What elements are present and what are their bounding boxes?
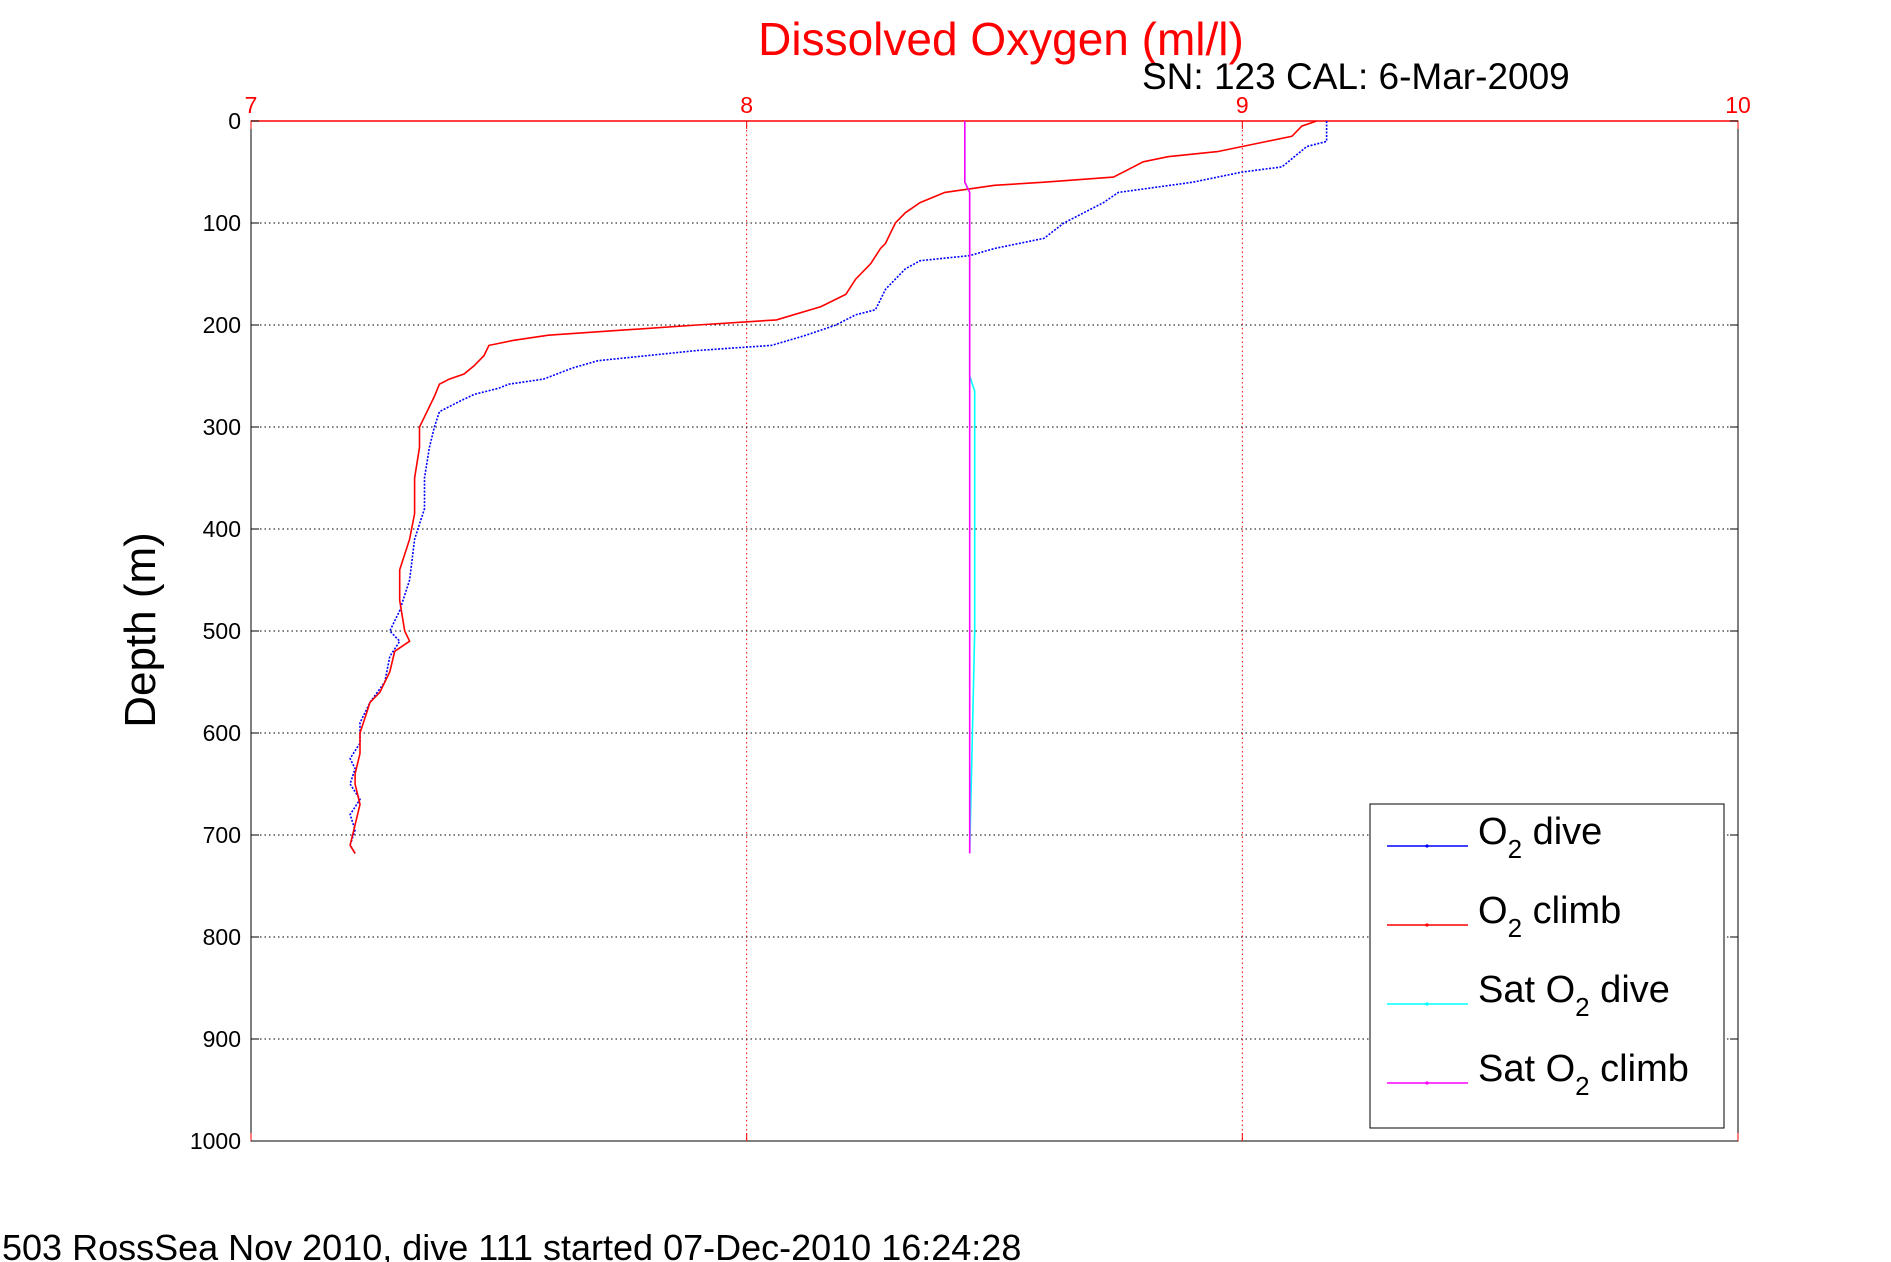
y-tick-label: 300 xyxy=(203,414,241,440)
y-tick-label: 900 xyxy=(203,1026,241,1052)
x-tick-label: 10 xyxy=(1725,92,1751,118)
footer-caption: 503 RossSea Nov 2010, dive 111 started 0… xyxy=(2,1227,1021,1262)
y-tick-label: 200 xyxy=(203,312,241,338)
legend-marker xyxy=(1425,844,1429,848)
legend-marker xyxy=(1425,1081,1429,1085)
legend-label: O2 dive xyxy=(1478,811,1602,864)
y-tick-label: 600 xyxy=(203,720,241,746)
y-tick-label: 1000 xyxy=(190,1128,241,1154)
legend-label: Sat O2 climb xyxy=(1478,1048,1689,1101)
y-axis-label: Depth (m) xyxy=(116,532,165,728)
legend-box xyxy=(1369,803,1725,1129)
legend-label: O2 climb xyxy=(1478,890,1621,943)
y-tick-label: 700 xyxy=(203,822,241,848)
x-tick-label: 9 xyxy=(1236,92,1249,118)
series-line xyxy=(963,121,971,854)
y-tick-label: 800 xyxy=(203,924,241,950)
x-tick-label: 8 xyxy=(740,92,753,118)
legend: O2 dive O2 climb Sat O2 dive Sat O2 climb xyxy=(1369,803,1725,1129)
data-series xyxy=(349,120,1328,854)
y-tick-label: 400 xyxy=(203,516,241,542)
y-tick-label: 100 xyxy=(203,210,241,236)
chart-subtitle: SN: 123 CAL: 6-Mar-2009 xyxy=(1142,56,1570,97)
grid-lines xyxy=(251,121,1738,1141)
y-tick-label: 0 xyxy=(228,108,241,134)
chart-title: Dissolved Oxygen (ml/l) xyxy=(758,13,1244,65)
x-ticks: 7 8 9 10 xyxy=(245,92,1751,1141)
legend-marker xyxy=(1425,1002,1429,1006)
series-line xyxy=(349,121,1328,854)
series-line xyxy=(349,120,1317,854)
y-tick-label: 500 xyxy=(203,618,241,644)
legend-label: Sat O2 dive xyxy=(1478,969,1670,1022)
legend-marker xyxy=(1425,923,1429,927)
y-ticks: 0 100 200 300 400 500 600 700 800 900 1000 xyxy=(190,108,1738,1154)
x-tick-label: 7 xyxy=(245,92,258,118)
